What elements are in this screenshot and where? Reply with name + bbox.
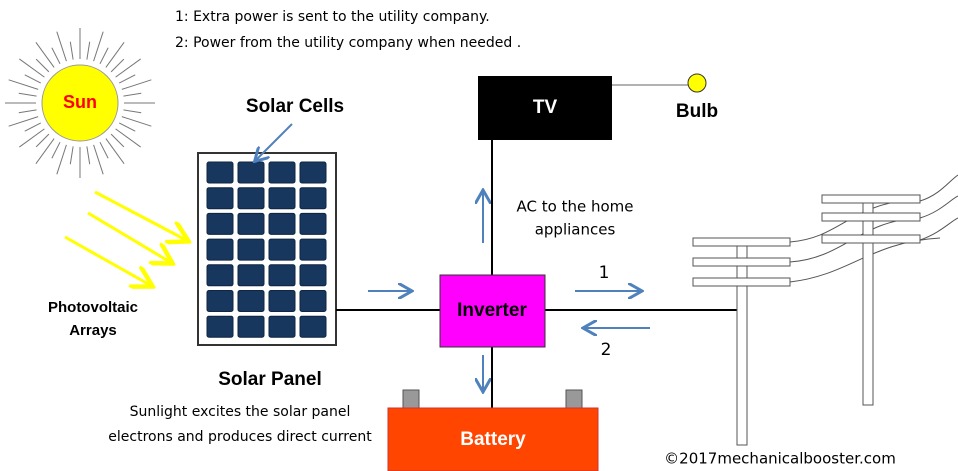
sun-ray: [36, 59, 49, 72]
sun-ray: [123, 93, 141, 96]
inverter-label: Inverter: [457, 300, 527, 321]
cell: [300, 291, 326, 312]
sun-ray: [25, 123, 41, 131]
sun-ray: [106, 42, 124, 67]
note: 1: Extra power is sent to the utility co…: [175, 9, 490, 25]
sun-ray: [19, 93, 37, 96]
sun-ray: [36, 42, 54, 67]
sun-ray: [116, 59, 141, 77]
flow-label: 1: [599, 263, 610, 283]
sun-ray: [52, 142, 60, 158]
cell: [269, 162, 295, 183]
sun-ray: [94, 32, 104, 61]
cell: [207, 213, 233, 234]
sun-label: Sun: [63, 92, 97, 112]
cell: [238, 162, 264, 183]
light-arrows: [65, 192, 186, 285]
cell: [207, 162, 233, 183]
sun-ray: [52, 48, 60, 64]
sun-ray: [70, 146, 73, 164]
solar-cells-label: Solar Cells: [246, 96, 344, 117]
sun-ray: [9, 80, 38, 90]
note: appliances: [535, 221, 616, 239]
tv-label: TV: [533, 97, 558, 118]
page: Sun Photovoltaic Arrays 1: Extra power i…: [0, 0, 958, 471]
cell: [207, 239, 233, 260]
flow-label: 2: [601, 340, 612, 360]
pv-label: Photovoltaic: [48, 299, 138, 316]
cell: [269, 291, 295, 312]
sun-ray: [94, 145, 104, 174]
cell: [269, 239, 295, 260]
cell: [207, 316, 233, 337]
note: AC to the home: [517, 198, 634, 216]
sun-ray: [87, 146, 90, 164]
cell: [238, 213, 264, 234]
cell: [269, 316, 295, 337]
sun-ray: [57, 145, 67, 174]
cell: [238, 188, 264, 209]
note: Sunlight excites the solar panel: [130, 404, 351, 420]
cell: [207, 188, 233, 209]
sun-ray: [111, 134, 124, 147]
sun-ray: [19, 59, 44, 77]
sun-ray: [19, 129, 44, 147]
sun-ray: [122, 117, 151, 127]
cell: [269, 265, 295, 286]
sun-ray: [119, 123, 135, 131]
copyright: ©2017mechanicalbooster.com: [664, 450, 896, 468]
cell: [269, 188, 295, 209]
sun-ray: [122, 80, 151, 90]
sun-ray: [100, 142, 108, 158]
sun-ray: [9, 117, 38, 127]
battery-label: Battery: [460, 429, 526, 450]
sun-ray: [100, 48, 108, 64]
sun-ray: [87, 42, 90, 60]
cell: [207, 265, 233, 286]
sun-ray: [70, 42, 73, 60]
terminal: [566, 390, 582, 410]
pv-label: Arrays: [69, 322, 117, 339]
sun-ray: [36, 134, 49, 147]
bulb-label: Bulb: [676, 101, 718, 122]
sun-ray: [111, 59, 124, 72]
sun-ray: [25, 75, 41, 83]
cell: [300, 239, 326, 260]
cell: [300, 265, 326, 286]
sun-ray: [106, 139, 124, 164]
cell: [238, 265, 264, 286]
sun-ray: [119, 75, 135, 83]
cell: [300, 188, 326, 209]
terminal: [403, 390, 419, 410]
cell: [238, 316, 264, 337]
note: electrons and produces direct current: [108, 429, 372, 445]
diagram: Sun Photovoltaic Arrays 1: Extra power i…: [0, 0, 958, 471]
cell: [238, 239, 264, 260]
sun-ray: [57, 32, 67, 61]
cell: [238, 291, 264, 312]
note: 2: Power from the utility company when n…: [175, 35, 521, 51]
cell: [300, 316, 326, 337]
sun-ray: [123, 110, 141, 113]
cell: [300, 213, 326, 234]
sun-ray: [116, 129, 141, 147]
sun-ray: [19, 110, 37, 113]
cell: [300, 162, 326, 183]
sun-ray: [36, 139, 54, 164]
solar-panel-label: Solar Panel: [218, 369, 322, 390]
bulb: [688, 74, 706, 92]
cell: [269, 213, 295, 234]
cell: [207, 291, 233, 312]
